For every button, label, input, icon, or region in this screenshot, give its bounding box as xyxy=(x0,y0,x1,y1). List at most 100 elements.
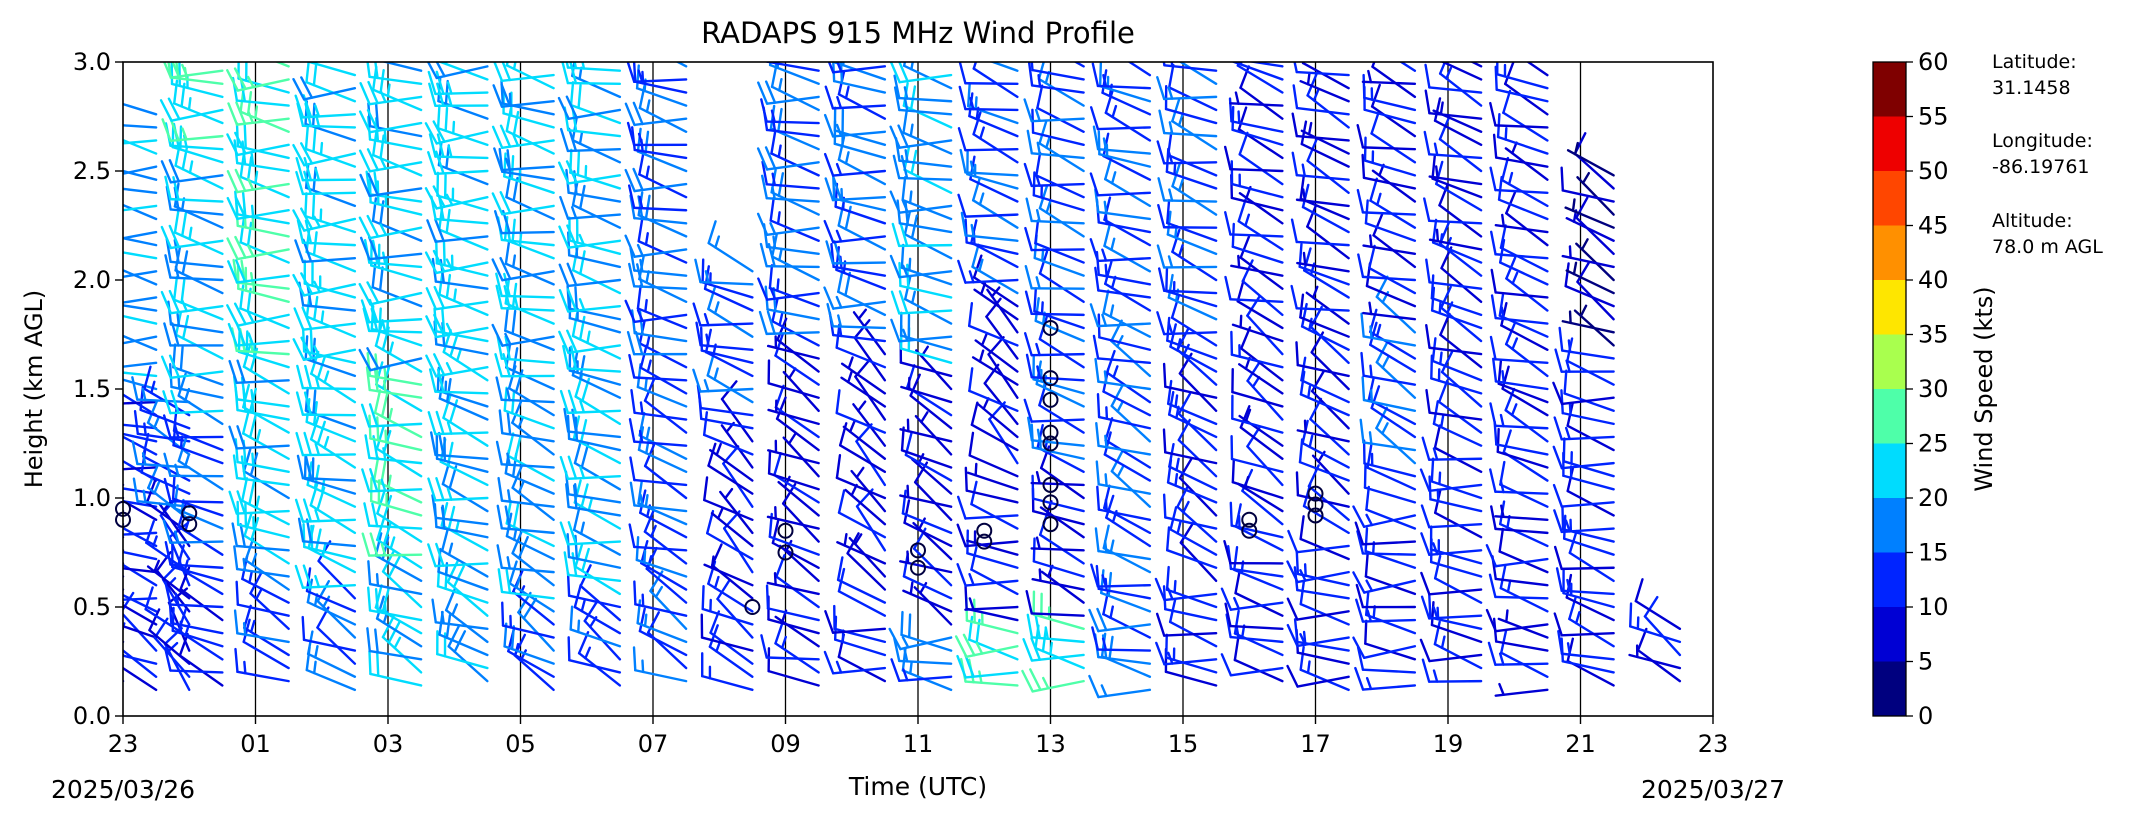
barb-staff xyxy=(1295,240,1350,247)
colorbar-segment xyxy=(1873,62,1906,117)
barb-full xyxy=(1236,278,1246,303)
wind-barb xyxy=(295,391,357,417)
barb-half xyxy=(506,452,511,466)
barb-full xyxy=(512,110,520,136)
wind-barb xyxy=(767,647,820,687)
barb-full xyxy=(1643,595,1659,618)
barb-half xyxy=(1499,413,1505,428)
barb-full xyxy=(296,364,305,390)
barb-half xyxy=(179,435,184,450)
y-tick-label: 0.0 xyxy=(73,702,111,730)
barb-staff xyxy=(773,473,820,504)
wind-barb xyxy=(824,610,887,634)
barb-full xyxy=(304,455,313,480)
barb-half xyxy=(1498,652,1505,666)
wind-barb xyxy=(626,62,688,83)
barb-staff xyxy=(965,489,1019,504)
barb-full xyxy=(893,86,901,112)
barb-half xyxy=(248,570,254,584)
barb-full xyxy=(959,148,967,174)
wind-barb xyxy=(1127,62,1152,77)
barb-full xyxy=(510,154,515,181)
barb-full xyxy=(179,346,184,372)
barb-staff xyxy=(1438,204,1483,238)
barb-half xyxy=(902,668,909,682)
barb-full xyxy=(109,566,113,588)
barb-half xyxy=(255,587,263,601)
barb-half xyxy=(1168,188,1174,202)
barb-full xyxy=(1223,145,1232,171)
wind-barb xyxy=(302,522,357,561)
barb-full xyxy=(1438,116,1450,141)
wind-barb xyxy=(626,121,688,147)
barb-staff xyxy=(1561,189,1615,203)
barb-full xyxy=(441,308,446,334)
barb-half xyxy=(645,426,651,441)
wind-barb xyxy=(1575,196,1615,256)
barb-full xyxy=(1299,580,1306,606)
wind-barb xyxy=(837,489,887,539)
barb-full xyxy=(972,254,983,279)
barb-full xyxy=(1301,183,1310,209)
wind-barb xyxy=(1490,505,1549,535)
barb-full xyxy=(1489,335,1497,361)
barb-staff xyxy=(633,478,688,487)
barb-staff xyxy=(1370,406,1417,439)
wind-barb xyxy=(1094,527,1152,561)
barb-half xyxy=(654,585,664,599)
barb-full xyxy=(1563,369,1568,395)
barb-half xyxy=(518,168,522,183)
barb-half xyxy=(1303,563,1307,577)
barb-staff xyxy=(774,354,820,386)
wind-barb xyxy=(228,425,290,450)
barb-full xyxy=(103,227,105,250)
barb-full xyxy=(1430,457,1435,483)
barb-staff xyxy=(1433,119,1483,147)
barb-full xyxy=(297,517,305,543)
barb-full xyxy=(371,197,378,223)
barb-staff xyxy=(1431,177,1483,199)
colorbar-segment xyxy=(1873,607,1906,662)
calm-marker xyxy=(744,599,761,615)
barb-staff xyxy=(970,423,1019,452)
wind-barb xyxy=(1368,244,1417,295)
wind-barb xyxy=(227,322,290,347)
barb-full xyxy=(173,208,180,234)
barb-full xyxy=(632,101,644,126)
barb-half xyxy=(313,280,321,294)
barb-staff xyxy=(123,393,158,417)
barb-staff xyxy=(123,187,158,195)
barb-half xyxy=(242,622,247,636)
wind-barb xyxy=(162,389,224,415)
barb-staff xyxy=(1440,370,1483,408)
barb-full xyxy=(1023,398,1033,423)
barb-staff xyxy=(1165,548,1218,569)
wind-barb xyxy=(1290,218,1350,247)
barb-half xyxy=(447,93,453,107)
barb-full xyxy=(111,228,113,251)
barb-full xyxy=(1575,196,1589,219)
barb-half xyxy=(1433,142,1439,157)
wind-barb xyxy=(295,170,357,196)
barb-half xyxy=(1301,163,1306,178)
wind-barb xyxy=(760,174,820,203)
barb-half xyxy=(1367,69,1373,84)
wind-barb xyxy=(431,494,489,526)
barb-full xyxy=(96,348,104,369)
barb-full xyxy=(1024,226,1033,252)
wind-barb xyxy=(1230,254,1284,277)
barb-full xyxy=(431,494,437,520)
barb-half xyxy=(112,539,113,550)
barb-half xyxy=(116,256,118,267)
barb-full xyxy=(1162,428,1167,454)
barb-full xyxy=(496,504,504,530)
calm-marker xyxy=(976,522,993,539)
barb-staff xyxy=(123,314,158,325)
barb-staff xyxy=(123,251,158,260)
barb-staff xyxy=(1496,450,1549,469)
barb-full xyxy=(369,532,379,557)
wind-barb xyxy=(1229,91,1284,107)
barb-full xyxy=(837,489,846,514)
wind-barb xyxy=(826,302,887,330)
wind-barb xyxy=(760,98,820,125)
